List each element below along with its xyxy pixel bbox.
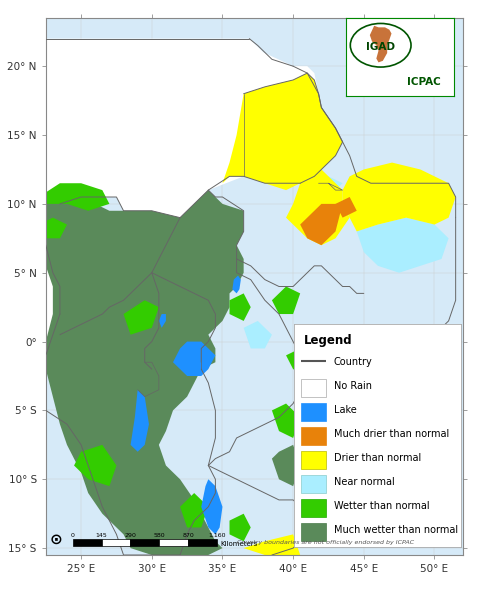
Polygon shape (286, 349, 314, 376)
Text: 145: 145 (95, 533, 107, 538)
Text: Country boundaries are not officially endorsed by ICPAC: Country boundaries are not officially en… (237, 541, 414, 545)
Polygon shape (357, 218, 449, 273)
Polygon shape (314, 176, 343, 190)
Polygon shape (208, 259, 237, 280)
Polygon shape (39, 38, 343, 341)
Text: Legend: Legend (304, 334, 352, 347)
Text: IGAD: IGAD (366, 42, 395, 52)
Polygon shape (39, 218, 67, 238)
Text: Drier than normal: Drier than normal (334, 453, 421, 463)
Polygon shape (244, 321, 272, 349)
Polygon shape (39, 183, 109, 211)
Bar (131, 539, 160, 546)
Text: Wetter than normal: Wetter than normal (334, 502, 429, 511)
Text: 870: 870 (183, 533, 194, 538)
Polygon shape (286, 169, 349, 245)
Polygon shape (314, 355, 349, 383)
Polygon shape (300, 204, 343, 245)
Polygon shape (251, 101, 286, 121)
Bar (160, 539, 188, 546)
Text: 290: 290 (124, 533, 136, 538)
Text: No Rain: No Rain (334, 381, 372, 391)
Bar (188, 539, 217, 546)
Polygon shape (232, 275, 241, 293)
Polygon shape (244, 535, 300, 555)
Polygon shape (159, 314, 166, 328)
Polygon shape (229, 514, 251, 541)
Polygon shape (272, 445, 300, 486)
Polygon shape (173, 341, 215, 376)
Polygon shape (229, 293, 251, 321)
Bar (301, 475, 325, 493)
Text: 0: 0 (71, 533, 75, 538)
Text: Kilometers: Kilometers (221, 541, 258, 547)
Polygon shape (131, 390, 149, 452)
Polygon shape (223, 73, 343, 190)
Polygon shape (74, 445, 117, 486)
Polygon shape (314, 355, 328, 376)
Text: Much drier than normal: Much drier than normal (334, 429, 449, 439)
Text: ⊙: ⊙ (50, 532, 63, 546)
Text: Country: Country (334, 357, 373, 367)
Bar (301, 427, 325, 445)
Bar (102, 539, 131, 546)
Polygon shape (39, 190, 244, 555)
Text: Much wetter than normal: Much wetter than normal (334, 526, 458, 535)
Text: Lake: Lake (334, 405, 357, 415)
Polygon shape (123, 300, 159, 335)
Polygon shape (370, 26, 391, 62)
Polygon shape (272, 404, 300, 438)
Polygon shape (180, 493, 208, 527)
Bar (301, 403, 325, 421)
Text: 580: 580 (154, 533, 165, 538)
Text: ICPAC: ICPAC (407, 77, 441, 87)
Bar (301, 523, 325, 541)
Polygon shape (335, 197, 357, 218)
Text: Near normal: Near normal (334, 478, 395, 487)
Polygon shape (265, 128, 321, 163)
Bar (73, 539, 102, 546)
Polygon shape (343, 163, 455, 232)
Polygon shape (201, 479, 223, 535)
Text: 1,160: 1,160 (209, 533, 226, 538)
Polygon shape (272, 286, 300, 314)
Bar (301, 499, 325, 517)
Bar (301, 379, 325, 397)
Bar (301, 451, 325, 469)
